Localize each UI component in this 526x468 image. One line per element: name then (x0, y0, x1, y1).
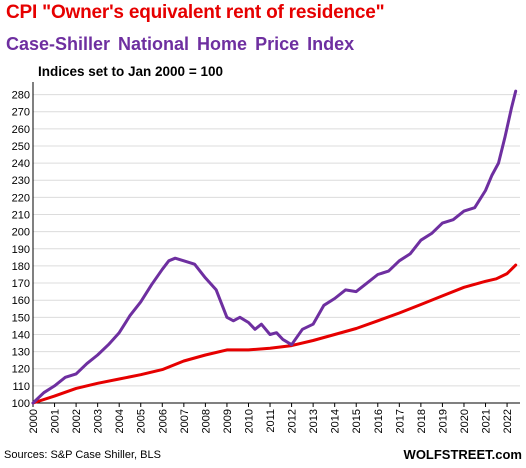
y-tick-label: 170 (12, 278, 30, 290)
x-tick-label: 2006 (157, 409, 169, 433)
x-tick-label: 2003 (93, 409, 105, 433)
x-tick-label: 2011 (265, 409, 277, 433)
y-tick-label: 230 (12, 175, 30, 187)
chart-title-cpi: CPI "Owner's equivalent rent of residenc… (6, 2, 385, 23)
axes (32, 82, 520, 404)
gridlines (33, 94, 520, 387)
x-tick-label: 2000 (28, 409, 40, 433)
x-axis-ticks: 2000 2001 2002 2003 2004 2005 2006 2007 2008 2009… (28, 403, 514, 433)
y-tick-label: 100 (12, 398, 30, 410)
y-tick-label: 190 (12, 244, 30, 256)
x-tick-label: 2019 (437, 409, 449, 433)
y-tick-label: 150 (12, 312, 30, 324)
x-tick-label: 2012 (287, 409, 299, 433)
y-tick-label: 130 (12, 347, 30, 359)
y-tick-label: 220 (12, 192, 30, 204)
x-tick-label: 2018 (416, 409, 428, 433)
x-tick-label: 2014 (330, 409, 342, 433)
x-tick-label: 2010 (243, 409, 255, 433)
x-tick-label: 2022 (502, 409, 514, 433)
x-tick-label: 2008 (200, 409, 212, 433)
y-tick-label: 240 (12, 158, 30, 170)
x-tick-label: 2013 (308, 409, 320, 433)
x-tick-label: 2005 (136, 409, 148, 433)
x-tick-label: 2001 (50, 409, 62, 433)
y-tick-label: 120 (12, 364, 30, 376)
x-tick-label: 2020 (459, 409, 471, 433)
y-tick-label: 200 (12, 227, 30, 239)
x-tick-label: 2004 (114, 409, 126, 433)
series-line-case-shiller (31, 89, 518, 405)
y-tick-label: 110 (12, 381, 30, 393)
y-tick-label: 180 (12, 261, 30, 273)
y-tick-label: 210 (12, 210, 30, 222)
x-tick-label: 2002 (71, 409, 83, 433)
x-tick-label: 2007 (179, 409, 191, 433)
series-lines (31, 89, 518, 405)
y-tick-label: 140 (12, 329, 30, 341)
x-tick-label: 2016 (373, 409, 385, 433)
x-tick-label: 2015 (351, 409, 363, 433)
chart-title-case-shiller: Case-Shiller National Home Price Index (6, 34, 355, 54)
source-note: Sources: S&P Case Shiller, BLS (4, 449, 161, 461)
x-tick-label: 2009 (222, 409, 234, 433)
y-tick-label: 280 (12, 90, 30, 102)
x-tick-label: 2017 (394, 409, 406, 433)
x-tick-label: 2021 (481, 409, 493, 433)
chart-subtitle: Indices set to Jan 2000 = 100 (38, 64, 223, 79)
y-tick-label: 160 (12, 295, 30, 307)
y-axis-ticks: 100 110 120 130 140 150 160 170 180 190 200 210 220 2… (12, 90, 30, 410)
y-tick-label: 270 (12, 107, 30, 119)
brand-logo: WOLFSTREET.com (403, 447, 522, 462)
y-tick-label: 260 (12, 124, 30, 136)
y-tick-label: 250 (12, 141, 30, 153)
